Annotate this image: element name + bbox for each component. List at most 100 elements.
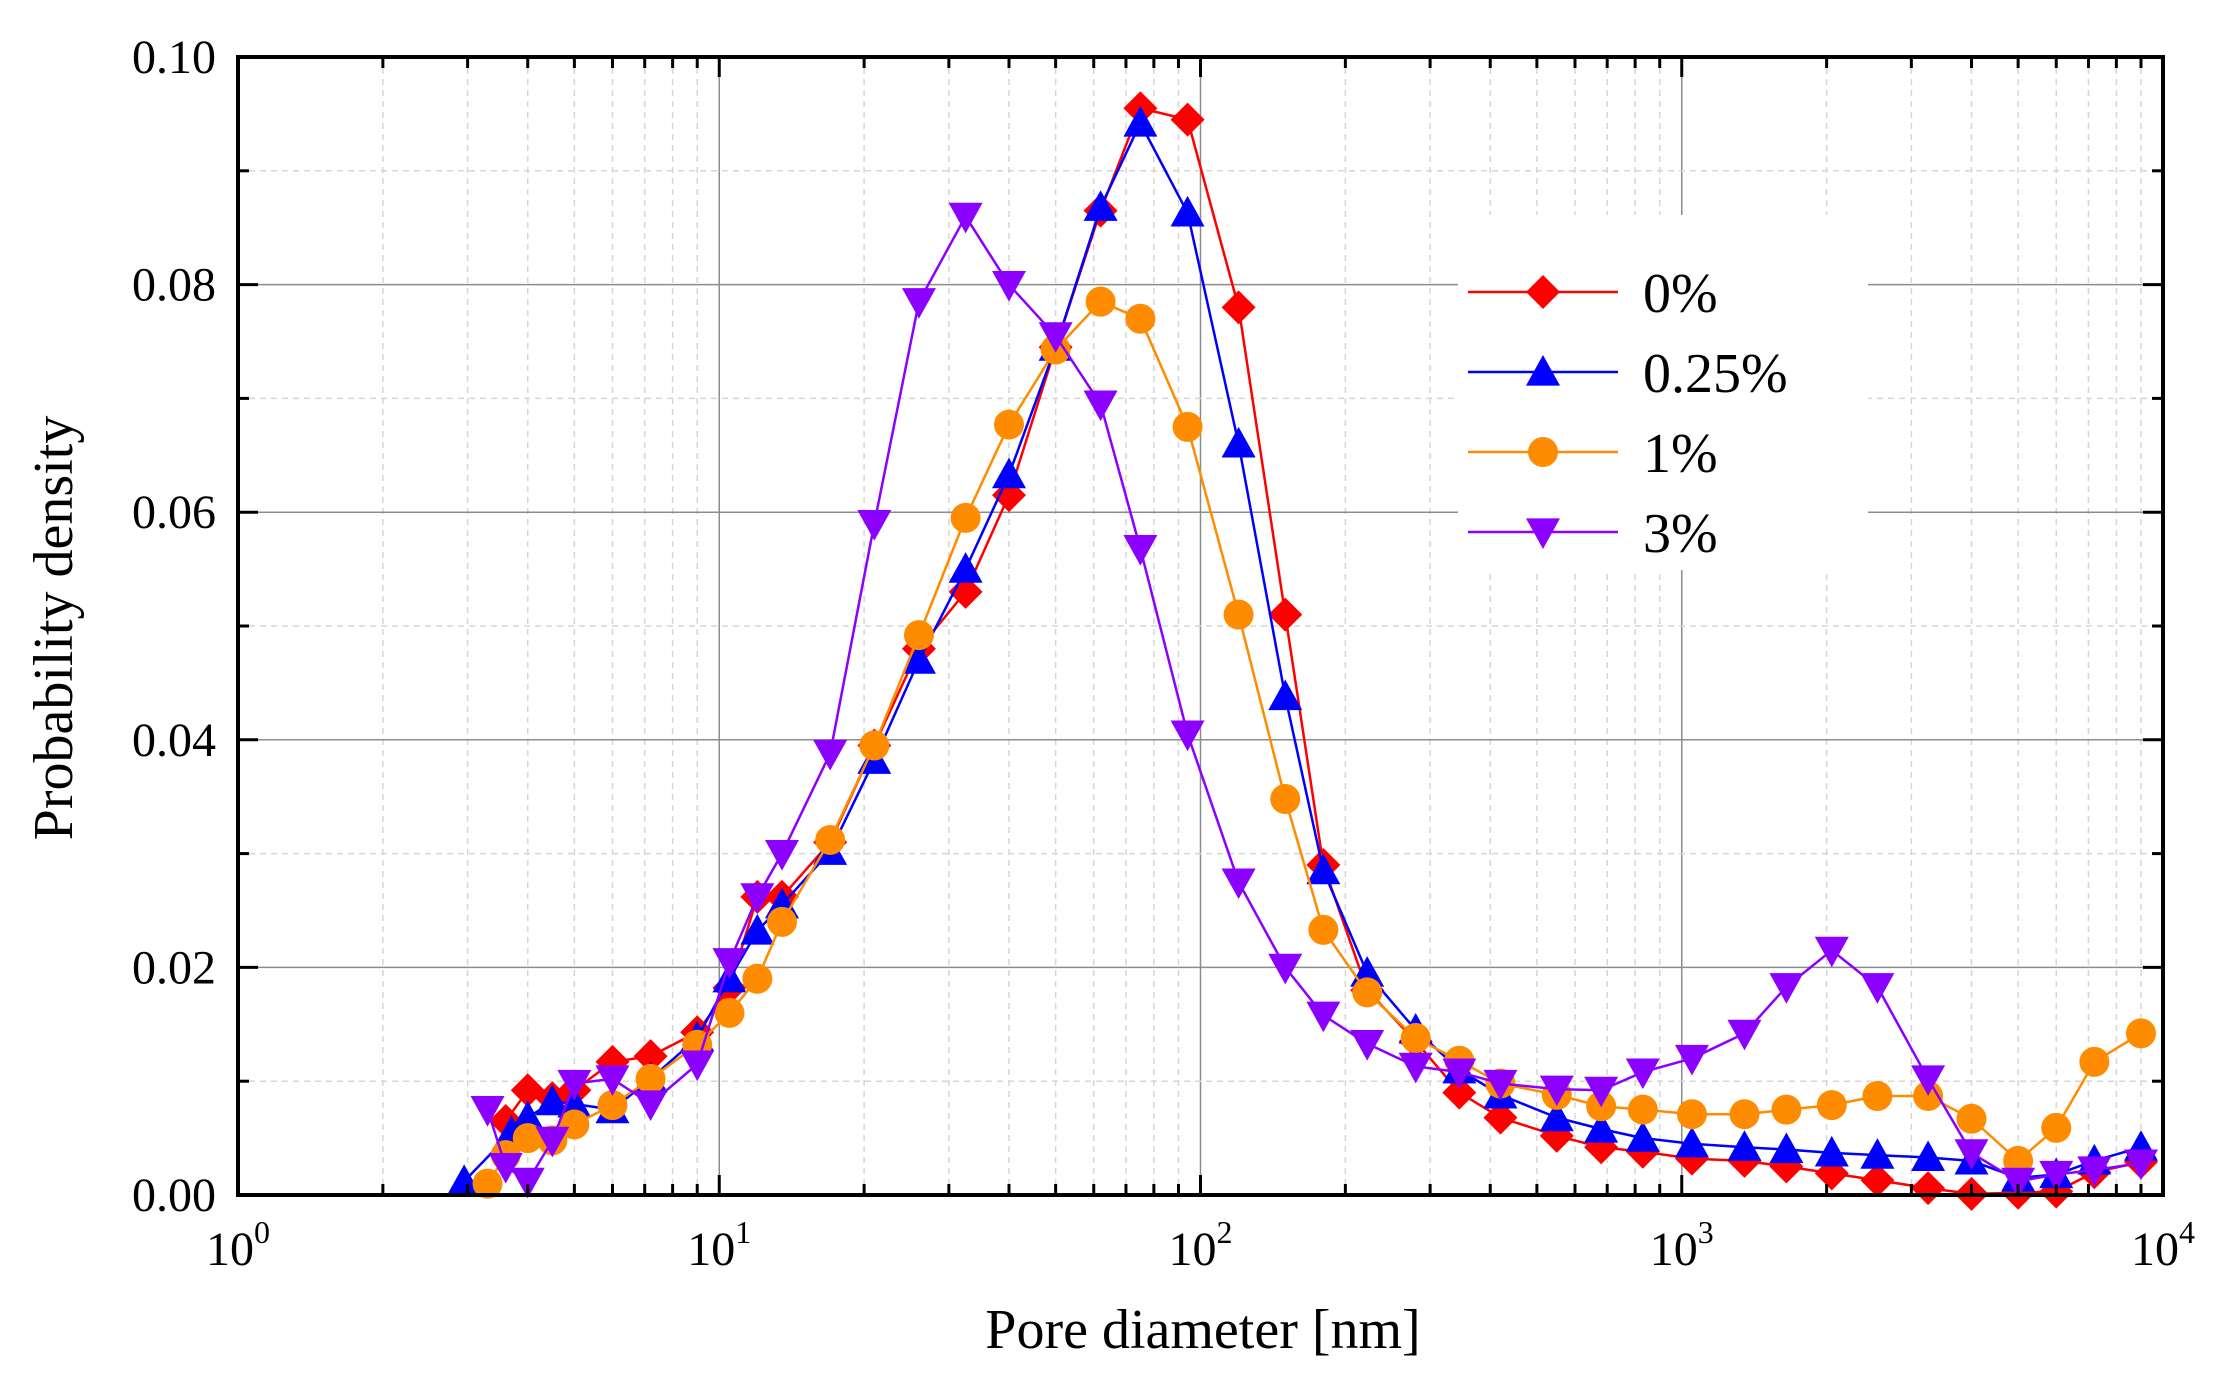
legend-entry: 1% [1468,423,1718,485]
series-line [463,121,2142,1183]
data-point [2125,1018,2156,1049]
data-point [1398,1052,1433,1084]
data-point [1627,1094,1658,1125]
data-point [2123,1149,2158,1181]
data-point [1727,1019,1762,1051]
legend-label: 1% [1643,423,1718,485]
data-point [712,948,747,979]
data-point [1729,1099,1760,1130]
data-point [1170,195,1205,227]
y-tick-label: 0.10 [132,31,216,84]
data-point [948,552,983,583]
data-point [2001,1167,2036,1199]
data-point [512,1123,543,1154]
data-point [1911,1065,1946,1096]
data-point [1352,977,1383,1008]
data-point [993,409,1024,440]
data-point [1674,1044,1709,1076]
data-point [1221,290,1256,325]
data-point [950,502,981,533]
data-point [740,883,775,914]
legend-entry: 0.25% [1468,343,1788,405]
data-point [470,1096,505,1127]
data-point [948,202,983,234]
data-point [633,1090,668,1121]
data-point [1223,599,1254,630]
data-point [1860,1138,1895,1169]
series-line [486,300,2142,1185]
data-point [1769,1132,1804,1164]
legend-marker [1528,437,1558,467]
data-point [1270,783,1301,814]
data-point [535,1126,570,1158]
data-point [740,913,775,945]
y-tick-label: 0.08 [132,259,216,312]
data-point [1674,1126,1709,1158]
x-tick-label: 101 [687,1214,751,1276]
series-line [486,215,2142,1183]
data-point [680,1050,715,1082]
data-point [901,288,936,319]
series-4 [470,202,2158,1199]
y-tick-label: 0.04 [132,714,216,767]
data-point [1400,1022,1431,1053]
data-point [1442,1075,1477,1110]
data-point [815,824,846,855]
legend-background [1458,215,1868,570]
data-point [1350,1030,1385,1061]
data-point [1221,868,1256,900]
legend-entry: 0% [1468,263,1718,325]
legend-label: 0% [1643,263,1718,325]
data-point [2041,1112,2072,1143]
data-point [1170,102,1205,137]
data-point [1956,1103,1987,1134]
data-point [1221,426,1256,458]
data-point [1306,853,1341,885]
data-point [714,997,745,1028]
grid [237,56,2164,1196]
data-point [1727,1130,1762,1161]
data-point [1860,973,1895,1004]
data-point [1483,1069,1518,1101]
data-point [991,271,1026,302]
data-point [447,1164,482,1195]
legend-entry: 3% [1468,503,1718,565]
data-point [1539,1100,1574,1132]
data-point [1862,1080,1893,1111]
data-point [1769,973,1804,1004]
data-point [1860,1163,1895,1198]
data-point [813,739,848,771]
legend-marker [1526,275,1560,309]
data-point [1625,1121,1660,1152]
data-point [535,1084,570,1116]
x-axis-title: Pore diameter [nm] [985,1299,1420,1361]
y-axis-title: Probability density [23,416,85,841]
data-point [1584,1076,1619,1108]
legend: 0% 0.25% 1% 3% [1458,215,1868,570]
series-3 [472,286,2156,1199]
data-point [1954,1139,1989,1170]
data-point [1123,535,1158,566]
legend-marker [1526,355,1560,386]
data-point [901,643,936,674]
data-point [2039,1160,2074,1192]
data-point [597,1090,628,1121]
data-point [635,1063,666,1094]
data-point [1172,411,1203,442]
x-tick-label: 100 [206,1214,270,1276]
y-tick-label: 0.02 [132,941,216,994]
data-point [559,1109,590,1140]
data-point [1125,303,1156,334]
data-point [1123,106,1158,137]
data-point [859,730,890,761]
data-point [764,840,799,871]
data-point [1085,286,1116,317]
data-point [742,963,773,994]
data-point [1913,1080,1944,1111]
data-point [1816,1090,1847,1121]
data-point [488,1152,523,1184]
data-point [1170,720,1205,752]
data-point [1539,1075,1574,1107]
data-point [1308,914,1339,945]
